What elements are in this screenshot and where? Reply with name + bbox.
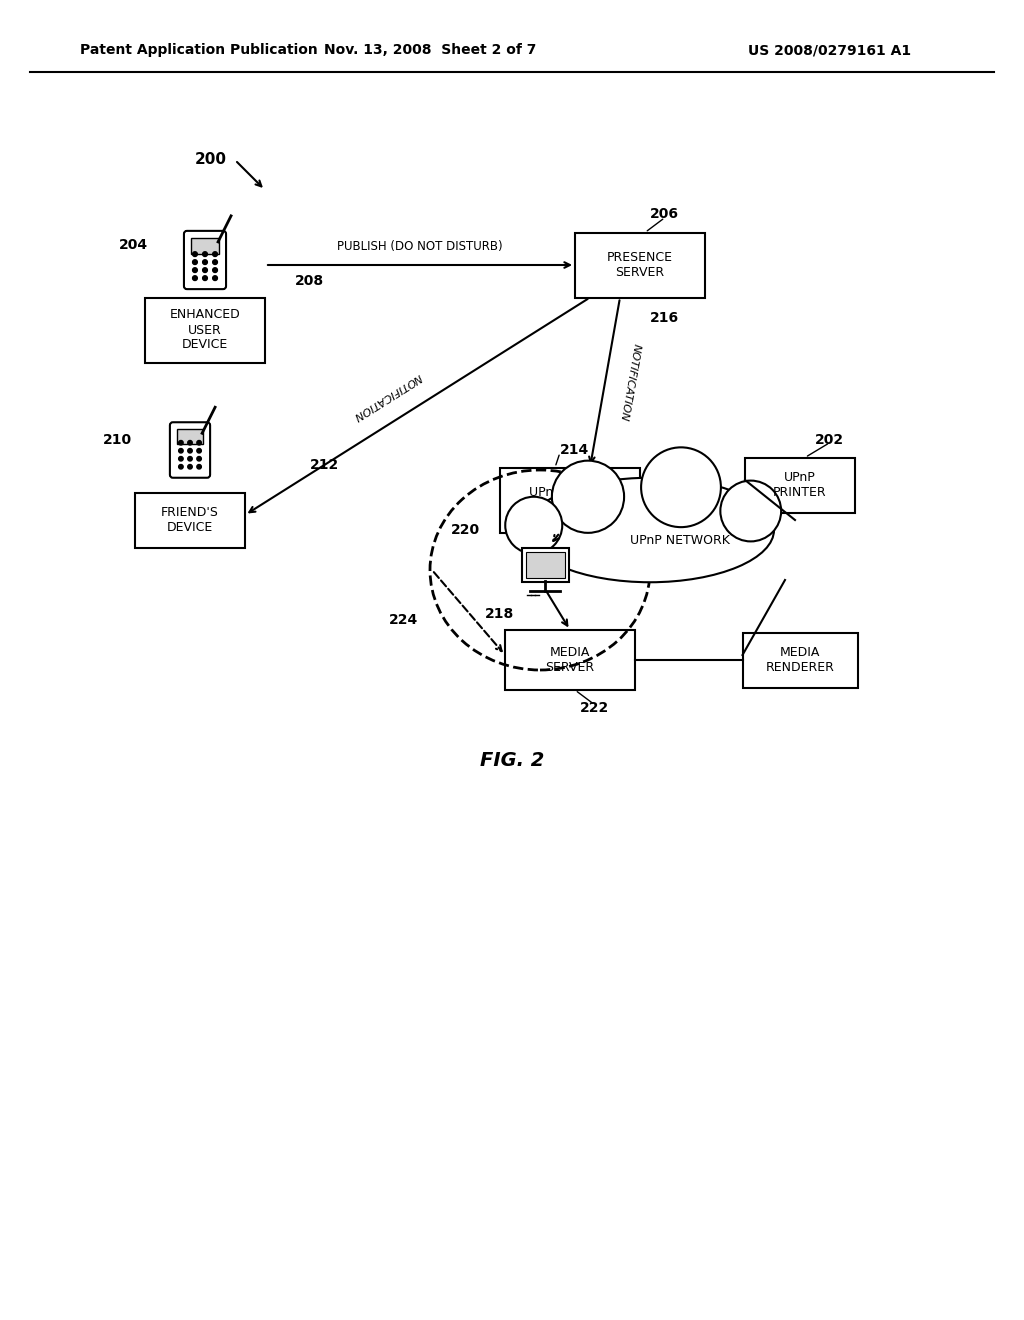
Circle shape xyxy=(213,260,217,264)
FancyBboxPatch shape xyxy=(500,467,640,532)
Text: FIG. 2: FIG. 2 xyxy=(480,751,544,770)
Circle shape xyxy=(193,260,198,264)
FancyBboxPatch shape xyxy=(190,238,219,253)
Text: MEDIA
RENDERER: MEDIA RENDERER xyxy=(766,645,835,675)
Text: 208: 208 xyxy=(295,275,325,288)
Circle shape xyxy=(720,480,781,541)
Circle shape xyxy=(187,441,193,445)
Text: Nov. 13, 2008  Sheet 2 of 7: Nov. 13, 2008 Sheet 2 of 7 xyxy=(324,44,537,57)
Text: 206: 206 xyxy=(650,207,679,222)
FancyBboxPatch shape xyxy=(135,492,245,548)
Circle shape xyxy=(203,276,208,281)
Text: UPnP NETWORK: UPnP NETWORK xyxy=(630,533,730,546)
Text: 200: 200 xyxy=(195,153,227,168)
Text: NOTIFICATION: NOTIFICATION xyxy=(351,371,423,421)
FancyBboxPatch shape xyxy=(177,429,203,444)
Text: 216: 216 xyxy=(650,310,679,325)
Text: US 2008/0279161 A1: US 2008/0279161 A1 xyxy=(749,44,911,57)
Circle shape xyxy=(213,276,217,281)
FancyBboxPatch shape xyxy=(525,552,564,578)
Circle shape xyxy=(178,441,183,445)
Circle shape xyxy=(641,447,721,527)
FancyBboxPatch shape xyxy=(184,231,226,289)
Text: 212: 212 xyxy=(310,458,339,473)
Circle shape xyxy=(178,465,183,469)
Circle shape xyxy=(193,252,198,256)
Text: 218: 218 xyxy=(484,607,514,620)
Circle shape xyxy=(197,457,202,461)
Text: 224: 224 xyxy=(389,612,418,627)
Circle shape xyxy=(203,252,208,256)
FancyBboxPatch shape xyxy=(170,422,210,478)
Text: NOTIFICATION: NOTIFICATION xyxy=(618,343,642,422)
Text: PRESENCE
SERVER: PRESENCE SERVER xyxy=(607,251,673,279)
Text: MEDIA
SERVER: MEDIA SERVER xyxy=(546,645,595,675)
Circle shape xyxy=(197,441,202,445)
Circle shape xyxy=(187,457,193,461)
FancyBboxPatch shape xyxy=(521,548,568,582)
Text: 220: 220 xyxy=(451,523,480,537)
Text: PUBLISH (DO NOT DISTURB): PUBLISH (DO NOT DISTURB) xyxy=(337,240,503,253)
Circle shape xyxy=(213,268,217,272)
Circle shape xyxy=(203,268,208,272)
Circle shape xyxy=(552,461,624,533)
Text: Patent Application Publication: Patent Application Publication xyxy=(80,44,317,57)
Circle shape xyxy=(187,465,193,469)
Text: ENHANCED
USER
DEVICE: ENHANCED USER DEVICE xyxy=(170,309,241,351)
FancyBboxPatch shape xyxy=(745,458,855,512)
Text: 202: 202 xyxy=(815,433,844,446)
Circle shape xyxy=(178,457,183,461)
Circle shape xyxy=(178,449,183,453)
Ellipse shape xyxy=(526,478,774,582)
Circle shape xyxy=(187,449,193,453)
FancyBboxPatch shape xyxy=(505,630,635,690)
Circle shape xyxy=(505,496,562,554)
Text: UPnP DEVICE
AGGEGATOR: UPnP DEVICE AGGEGATOR xyxy=(529,486,611,513)
Circle shape xyxy=(193,268,198,272)
Circle shape xyxy=(197,449,202,453)
Circle shape xyxy=(197,465,202,469)
Text: 204: 204 xyxy=(119,238,148,252)
FancyBboxPatch shape xyxy=(575,232,705,297)
Circle shape xyxy=(213,252,217,256)
Text: UPnP
PRINTER: UPnP PRINTER xyxy=(773,471,826,499)
FancyBboxPatch shape xyxy=(145,297,265,363)
Text: FRIEND'S
DEVICE: FRIEND'S DEVICE xyxy=(161,506,219,535)
Circle shape xyxy=(193,276,198,281)
Text: 210: 210 xyxy=(102,433,132,447)
FancyBboxPatch shape xyxy=(742,632,857,688)
Circle shape xyxy=(203,260,208,264)
Text: 214: 214 xyxy=(560,442,589,457)
Text: 222: 222 xyxy=(580,701,609,715)
